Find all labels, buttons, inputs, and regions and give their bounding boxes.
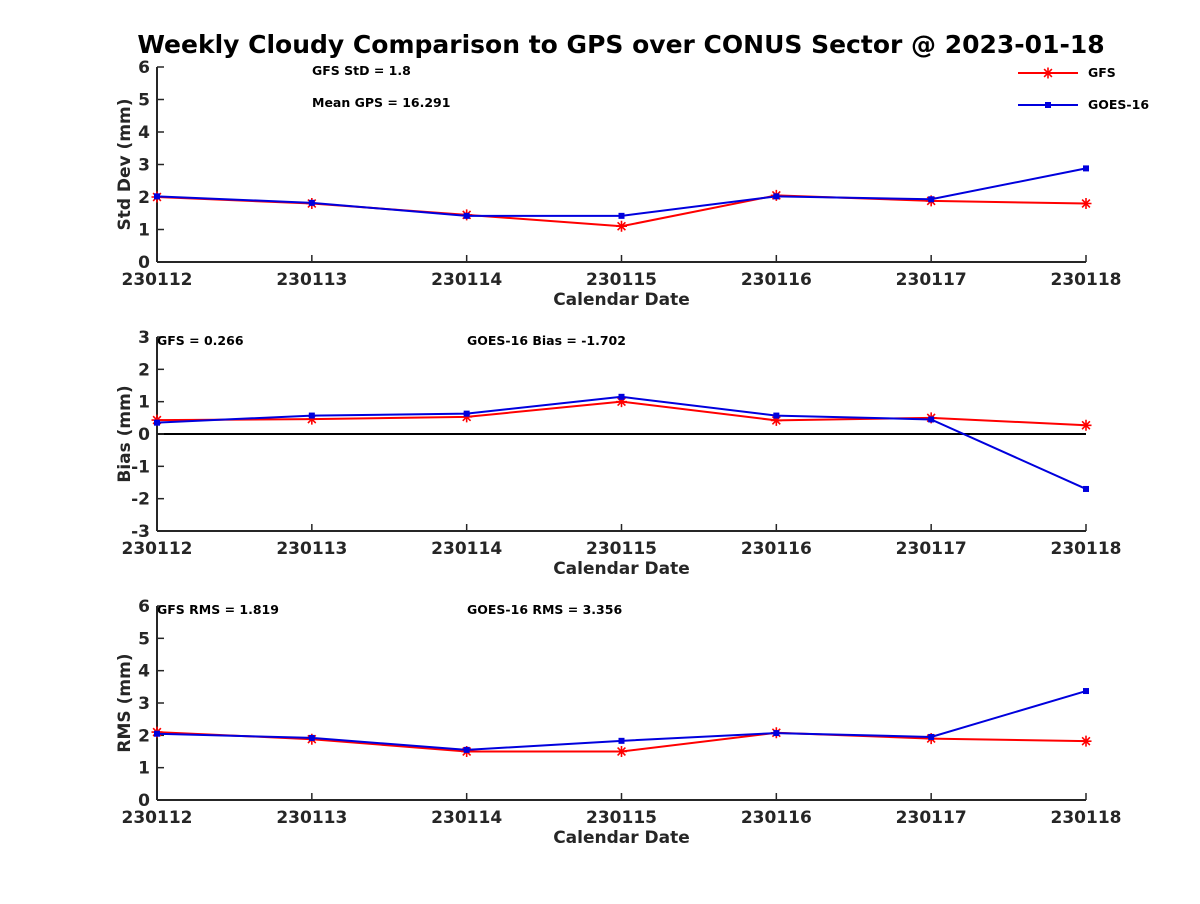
x-tick-label: 230118	[1051, 270, 1122, 290]
y-tick-label: 4	[138, 123, 150, 143]
x-tick-label: 230113	[276, 539, 347, 559]
data-point-goes16	[154, 193, 160, 200]
data-point-gfs	[1080, 198, 1092, 209]
chart-title: Weekly Cloudy Comparison to GPS over CON…	[137, 30, 1105, 59]
x-tick-label: 230117	[896, 539, 967, 559]
y-tick-label: -1	[131, 457, 150, 477]
x-axis-label: Calendar Date	[553, 290, 690, 310]
stat-annotation: GOES-16 RMS = 3.356	[467, 602, 622, 617]
x-tick-label: 230118	[1051, 539, 1122, 559]
data-point-goes16	[1083, 165, 1089, 172]
data-point-gfs	[616, 746, 627, 757]
x-tick-label: 230114	[431, 539, 502, 559]
data-point-goes16	[618, 393, 625, 400]
stat-annotation: GOES-16 Bias = -1.702	[467, 333, 626, 348]
x-tick-label: 230112	[122, 270, 193, 290]
data-point-gfs	[461, 411, 473, 423]
data-point-gfs	[306, 413, 318, 425]
x-tick-label: 230117	[896, 270, 967, 290]
y-tick-label: 2	[138, 726, 150, 746]
y-tick-label: 1	[138, 221, 150, 241]
y-tick-label: 1	[138, 393, 150, 413]
data-point-goes16	[618, 212, 625, 219]
data-point-goes16	[1083, 485, 1089, 492]
y-tick-label: 0	[138, 425, 150, 445]
x-axis-label: Calendar Date	[553, 828, 690, 848]
y-tick-label: 0	[138, 253, 150, 273]
y-tick-label: 5	[138, 629, 150, 649]
data-point-goes16	[463, 746, 470, 753]
x-tick-label: 230117	[896, 808, 967, 828]
data-point-goes16	[463, 212, 470, 219]
data-point-goes16	[1083, 688, 1089, 695]
y-axis-label: RMS (mm)	[115, 653, 135, 752]
x-tick-label: 230116	[741, 270, 812, 290]
x-axis-label: Calendar Date	[553, 559, 690, 579]
data-point-gfs	[616, 396, 627, 408]
data-point-goes16	[308, 734, 315, 741]
series-line-goes16	[156, 167, 1087, 217]
y-tick-label: -2	[131, 490, 150, 510]
x-tick-label: 230116	[741, 808, 812, 828]
data-point-gfs	[1080, 735, 1092, 747]
y-tick-label: 6	[138, 597, 150, 617]
stat-annotation: GFS = 0.266	[157, 333, 244, 348]
data-point-goes16	[773, 193, 780, 200]
data-point-gfs	[770, 414, 782, 426]
x-tick-label: 230114	[431, 270, 502, 290]
x-tick-label: 230115	[586, 539, 657, 559]
data-point-goes16	[618, 737, 625, 744]
x-tick-label: 230114	[431, 808, 502, 828]
y-tick-label: 4	[138, 662, 150, 682]
y-axis-label: Std Dev (mm)	[115, 98, 135, 230]
y-tick-label: 2	[138, 360, 150, 380]
y-tick-label: 3	[138, 694, 150, 714]
y-tick-label: 3	[138, 328, 150, 348]
data-point-gfs	[616, 220, 627, 232]
stat-annotation: Mean GPS = 16.291	[312, 95, 450, 110]
data-point-gfs	[1080, 419, 1092, 431]
data-point-goes16	[154, 730, 160, 737]
stat-annotation: GFS RMS = 1.819	[157, 602, 279, 617]
x-tick-label: 230113	[276, 270, 347, 290]
data-point-goes16	[928, 733, 935, 740]
x-tick-label: 230113	[276, 808, 347, 828]
series-line-goes16	[156, 395, 1087, 490]
legend-label: GOES-16	[1088, 97, 1149, 112]
y-axis-label: Bias (mm)	[115, 385, 135, 482]
x-tick-label: 230112	[122, 539, 193, 559]
legend-marker-goes16	[1045, 102, 1051, 108]
data-point-goes16	[773, 730, 780, 737]
data-point-goes16	[773, 412, 780, 419]
data-point-goes16	[463, 410, 470, 417]
y-tick-label: -3	[131, 522, 150, 542]
y-tick-label: 6	[138, 58, 150, 78]
x-tick-label: 230118	[1051, 808, 1122, 828]
x-tick-label: 230115	[586, 270, 657, 290]
data-point-goes16	[928, 196, 935, 203]
y-tick-label: 5	[138, 91, 150, 111]
x-tick-label: 230116	[741, 539, 812, 559]
data-point-goes16	[154, 419, 160, 426]
y-tick-label: 0	[138, 791, 150, 811]
data-point-goes16	[928, 416, 935, 423]
y-tick-label: 2	[138, 188, 150, 208]
legend-label: GFS	[1088, 65, 1116, 80]
legend-marker-gfs	[1042, 67, 1054, 79]
x-tick-label: 230112	[122, 808, 193, 828]
data-point-goes16	[308, 199, 315, 206]
y-tick-label: 3	[138, 156, 150, 176]
y-tick-label: 1	[138, 759, 150, 779]
data-point-goes16	[308, 412, 315, 419]
stat-annotation: GFS StD = 1.8	[312, 63, 411, 78]
x-tick-label: 230115	[586, 808, 657, 828]
